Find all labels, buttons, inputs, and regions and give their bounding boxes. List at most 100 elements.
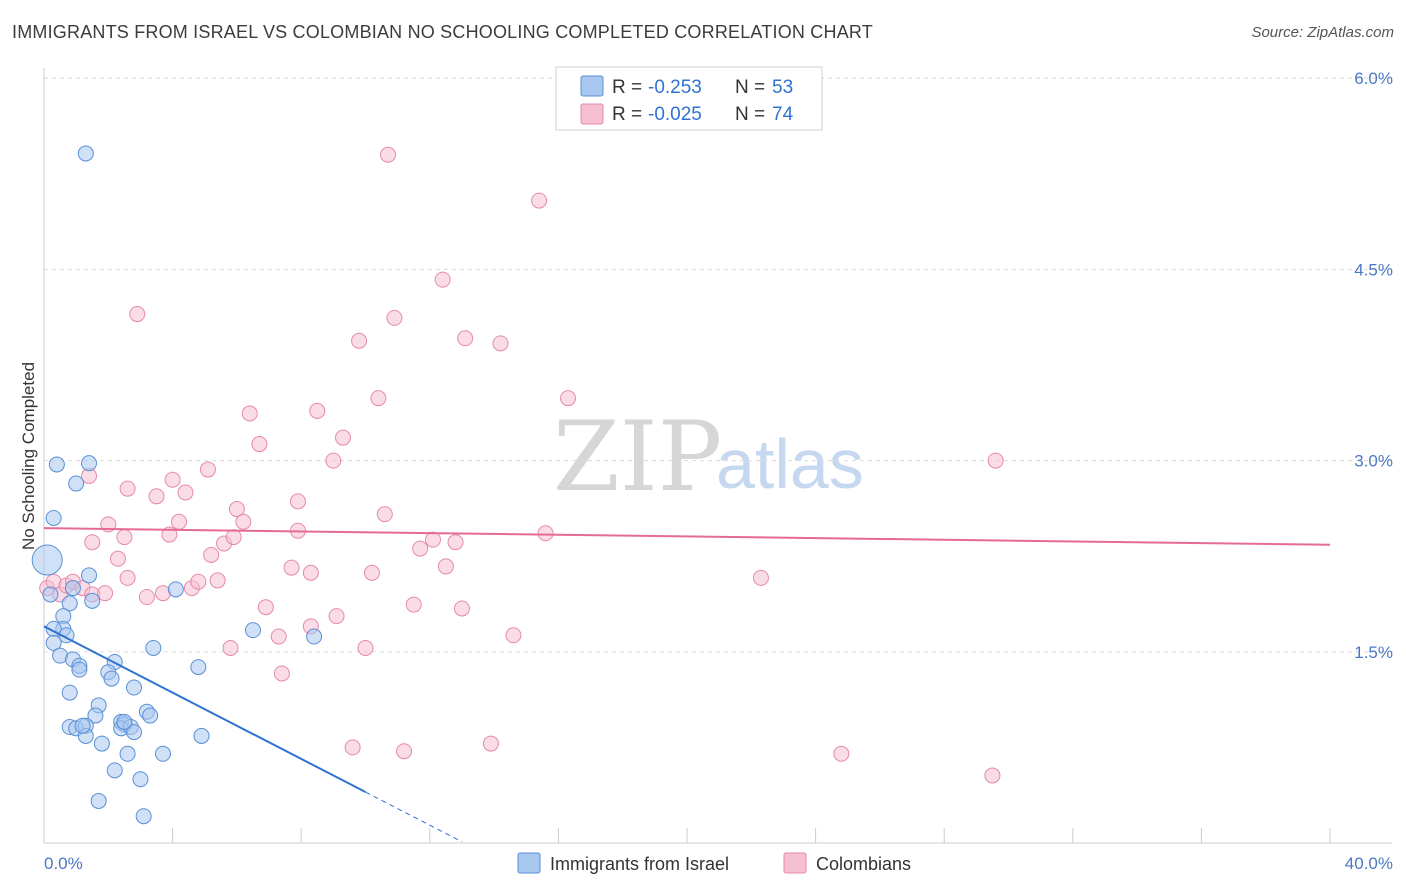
legend-swatch-israel <box>580 75 604 97</box>
colombians-point <box>344 739 361 756</box>
y-axis-title: No Schooling Completed <box>19 362 38 550</box>
correlation-legend: R = -0.253 N = 53 R = -0.025 N = 74 <box>555 66 823 131</box>
colombians-point <box>833 745 850 762</box>
colombians-point <box>370 390 387 407</box>
y-tick-labels: 1.5% 3.0% 4.5% 6.0% <box>1354 69 1393 662</box>
israel-regression-line <box>43 625 366 793</box>
colombians-point <box>283 559 300 576</box>
x-tick-label-max: 40.0% <box>1345 854 1393 873</box>
colombians-point <box>289 493 306 510</box>
colombians-point <box>537 525 554 542</box>
israel-point <box>106 762 123 779</box>
colombians-point <box>334 429 351 446</box>
legend-n-label-1: N = <box>735 77 765 98</box>
bottom-legend-label-israel: Immigrants from Israel <box>550 854 729 874</box>
y-tick-label: 4.5% <box>1354 260 1393 279</box>
israel-point <box>68 475 85 492</box>
y-tick-label: 1.5% <box>1354 643 1393 662</box>
gridlines <box>44 77 1392 653</box>
y-tick-label: 3.0% <box>1354 452 1393 471</box>
colombians-point <box>447 534 464 551</box>
colombians-point <box>325 452 342 469</box>
colombians-point <box>109 550 126 567</box>
colombians-point <box>164 471 181 488</box>
colombians-point <box>270 628 287 645</box>
israel-point <box>132 771 149 788</box>
israel-point <box>126 724 143 741</box>
colombians-point <box>228 501 245 518</box>
colombians-point <box>302 564 319 581</box>
bottom-legend-swatch-colombians <box>783 852 807 874</box>
colombians-point <box>376 506 393 523</box>
colombians-point <box>225 529 242 546</box>
regression-lines <box>43 527 1331 843</box>
colombians-point <box>457 330 474 347</box>
watermark-zip: ZIP <box>553 401 722 513</box>
colombians-point <box>560 390 577 407</box>
israel-point <box>193 727 210 744</box>
colombians-point <box>531 192 548 209</box>
israel-point <box>167 581 184 598</box>
israel-point <box>90 792 107 809</box>
colombians-point <box>396 743 413 760</box>
israel-point <box>142 707 159 724</box>
colombians-point <box>505 627 522 644</box>
israel-point <box>190 659 207 676</box>
legend-n-label-2: N = <box>735 104 765 125</box>
legend-r-label-1: R = <box>612 77 642 98</box>
colombians-point <box>241 405 258 422</box>
israel-point <box>126 679 143 696</box>
colombians-point <box>328 608 345 625</box>
israel-point <box>81 455 98 472</box>
colombians-point <box>309 402 326 419</box>
colombians-point <box>129 306 146 323</box>
colombians-point <box>351 332 368 349</box>
colombians-point <box>251 436 268 453</box>
israel-point <box>64 580 81 597</box>
axes <box>43 68 1392 844</box>
chart-title: IMMIGRANTS FROM ISRAEL VS COLOMBIAN NO S… <box>12 22 873 42</box>
colombians-point <box>190 573 207 590</box>
israel-point <box>81 567 98 584</box>
series-legend: Immigrants from Israel Colombians <box>517 852 911 874</box>
israel-point <box>154 745 171 762</box>
colombians-point <box>492 335 509 352</box>
israel-point <box>77 145 94 162</box>
israel-regression-extension <box>365 791 463 843</box>
israel-point <box>61 684 78 701</box>
colombians-point <box>987 452 1004 469</box>
israel-point <box>71 661 88 678</box>
israel-point <box>306 628 323 645</box>
israel-point <box>42 586 59 603</box>
colombians-point <box>425 531 442 548</box>
israel-point <box>135 808 152 825</box>
israel-point <box>103 670 120 687</box>
colombians-point <box>752 569 769 586</box>
israel-point <box>61 595 78 612</box>
colombians-point <box>363 564 380 581</box>
colombians-point <box>119 569 136 586</box>
legend-r-value-1: -0.253 <box>648 77 702 98</box>
legend-swatch-colombians <box>580 103 604 125</box>
bottom-legend-label-colombians: Colombians <box>816 854 911 874</box>
israel-point <box>119 745 136 762</box>
israel-point <box>87 707 104 724</box>
israel-point <box>31 544 63 576</box>
colombians-point <box>437 558 454 575</box>
colombians-point <box>209 572 226 589</box>
colombians-point <box>405 596 422 613</box>
colombians-point <box>357 639 374 656</box>
colombians-point <box>235 513 252 530</box>
israel-point <box>74 717 91 734</box>
colombians-point <box>177 484 194 501</box>
israel-point <box>45 634 62 651</box>
colombians-point <box>453 600 470 617</box>
colombians-point <box>148 488 165 505</box>
israel-point <box>45 509 62 526</box>
x-tick-label-min: 0.0% <box>44 854 83 873</box>
colombians-point <box>386 309 403 326</box>
legend-r-value-2: -0.025 <box>648 104 702 125</box>
colombians-point <box>273 665 290 682</box>
colombians-point <box>116 529 133 546</box>
